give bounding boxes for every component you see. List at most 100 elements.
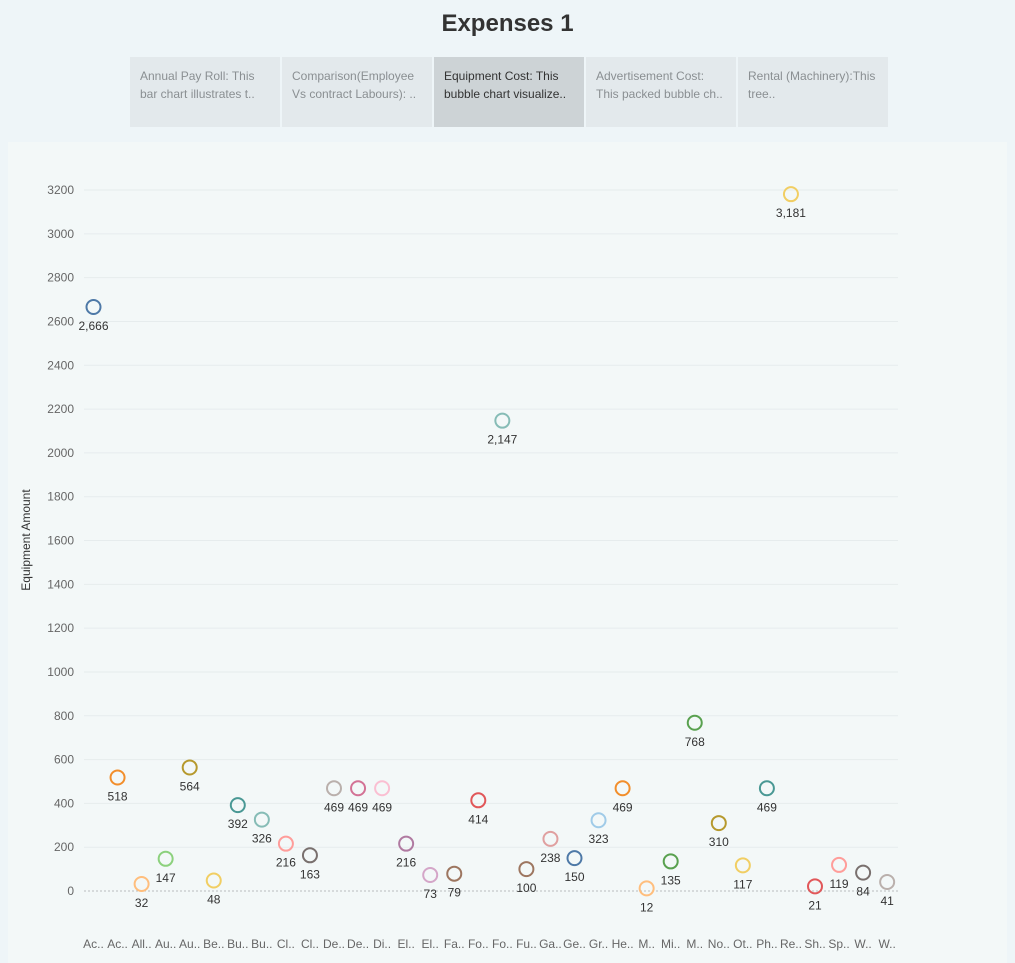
data-point[interactable] xyxy=(253,811,270,828)
x-tick-label: Fo.. xyxy=(468,937,489,951)
x-tick-label: Ac.. xyxy=(107,937,128,951)
x-tick-label: Ge.. xyxy=(563,937,586,951)
data-point[interactable] xyxy=(782,186,799,203)
data-point[interactable] xyxy=(446,865,463,882)
data-point[interactable] xyxy=(662,853,679,870)
tab-label: Equipment Cost: This bubble chart visual… xyxy=(444,69,567,101)
y-tick-label: 2800 xyxy=(47,271,74,285)
y-axis-ticks: 0 200 400 600 800 1000 1200 1400 1600 1800 2000 220… xyxy=(47,183,74,898)
data-point[interactable] xyxy=(614,780,631,797)
x-tick-label: W.. xyxy=(878,937,895,951)
tab-label: Comparison(Employee Vs contract Labours)… xyxy=(292,69,417,101)
data-point[interactable] xyxy=(590,812,607,829)
data-label: 12 xyxy=(640,900,654,914)
data-point[interactable] xyxy=(398,835,415,852)
data-label: 135 xyxy=(661,873,681,887)
data-point[interactable] xyxy=(205,872,222,889)
data-point[interactable] xyxy=(518,861,535,878)
x-tick-label: Gr.. xyxy=(589,937,608,951)
x-tick-label: Sh.. xyxy=(804,937,825,951)
x-tick-label: Sp.. xyxy=(828,937,849,951)
data-point[interactable] xyxy=(879,874,896,891)
data-point[interactable] xyxy=(157,850,174,867)
tab-comparison[interactable]: Comparison(Employee Vs contract Labours)… xyxy=(282,57,432,127)
y-tick-label: 800 xyxy=(54,709,74,723)
data-label: 469 xyxy=(757,800,777,814)
gridlines xyxy=(84,189,898,892)
data-point[interactable] xyxy=(807,878,823,895)
data-point[interactable] xyxy=(542,830,559,847)
y-tick-label: 200 xyxy=(54,840,74,854)
y-tick-label: 400 xyxy=(54,796,74,810)
data-point[interactable] xyxy=(109,769,126,786)
data-label: 2,147 xyxy=(487,433,517,447)
data-point[interactable] xyxy=(734,857,751,874)
data-label: 3,181 xyxy=(776,206,806,220)
data-point[interactable] xyxy=(326,780,342,797)
x-tick-label: All.. xyxy=(132,937,152,951)
data-point[interactable] xyxy=(566,850,583,867)
tab-rental-machinery[interactable]: Rental (Machinery):This tree.. xyxy=(738,57,888,127)
x-tick-label: Di.. xyxy=(373,937,391,951)
x-tick-label: Ot.. xyxy=(733,937,752,951)
x-tick-label: Mi.. xyxy=(661,937,680,951)
data-point[interactable] xyxy=(422,867,439,884)
y-tick-label: 2400 xyxy=(47,358,74,372)
x-tick-label: Au.. xyxy=(155,937,176,951)
x-tick-label: De.. xyxy=(323,937,345,951)
data-point[interactable] xyxy=(831,856,848,873)
x-axis-ticks: Ac.. Ac.. All.. Au.. Au.. Be.. Bu.. Bu.. Cl.. Cl.… xyxy=(83,937,896,951)
data-label: 469 xyxy=(613,800,633,814)
data-point[interactable] xyxy=(710,815,727,832)
data-point[interactable] xyxy=(374,780,391,797)
data-label: 150 xyxy=(564,870,584,884)
data-point[interactable] xyxy=(470,792,487,809)
y-tick-label: 600 xyxy=(54,753,74,767)
data-point[interactable] xyxy=(133,875,150,892)
story-tabs: Annual Pay Roll: This bar chart illustra… xyxy=(130,57,890,127)
data-label: 147 xyxy=(156,871,176,885)
tab-equipment-cost[interactable]: Equipment Cost: This bubble chart visual… xyxy=(434,57,584,127)
equipment-scatter-chart: 0 200 400 600 800 1000 1200 1400 1600 1800 2000 220… xyxy=(19,183,898,951)
x-tick-label: Cl.. xyxy=(301,937,319,951)
data-label: 238 xyxy=(540,851,560,865)
x-tick-label: El.. xyxy=(422,937,439,951)
x-tick-label: Au.. xyxy=(179,937,200,951)
data-point[interactable] xyxy=(229,797,246,814)
data-points: 2,666 518 32 147 564 48 392 326 216 163 469 469 469 2… xyxy=(78,186,896,914)
data-point[interactable] xyxy=(494,412,511,429)
data-label: 518 xyxy=(108,790,128,804)
y-tick-label: 1800 xyxy=(47,490,74,504)
data-point[interactable] xyxy=(686,714,703,731)
data-point[interactable] xyxy=(638,880,655,897)
data-point[interactable] xyxy=(301,847,318,864)
x-tick-label: Be.. xyxy=(203,937,224,951)
data-label: 326 xyxy=(252,832,272,846)
tab-annual-pay-roll[interactable]: Annual Pay Roll: This bar chart illustra… xyxy=(130,57,280,127)
y-tick-label: 1400 xyxy=(47,577,74,591)
x-tick-label: Re.. xyxy=(780,937,802,951)
data-label: 2,666 xyxy=(78,319,108,333)
data-point[interactable] xyxy=(181,759,198,776)
x-tick-label: Fa.. xyxy=(444,937,465,951)
data-label: 564 xyxy=(180,779,200,793)
data-point[interactable] xyxy=(277,835,294,852)
tab-advertisement-cost[interactable]: Advertisement Cost: This packed bubble c… xyxy=(586,57,736,127)
data-point[interactable] xyxy=(350,780,367,797)
x-tick-label: M.. xyxy=(686,937,703,951)
data-label: 469 xyxy=(372,800,392,814)
tab-label: Annual Pay Roll: This bar chart illustra… xyxy=(140,69,255,101)
y-tick-label: 3000 xyxy=(47,227,74,241)
data-label: 414 xyxy=(468,812,488,826)
y-tick-label: 2200 xyxy=(47,402,74,416)
data-label: 32 xyxy=(135,896,149,910)
data-point[interactable] xyxy=(85,298,102,315)
y-tick-label: 3200 xyxy=(47,183,74,197)
data-point[interactable] xyxy=(758,780,775,797)
data-label: 41 xyxy=(880,894,894,908)
x-tick-label: No.. xyxy=(708,937,730,951)
x-tick-label: Ac.. xyxy=(83,937,104,951)
x-tick-label: Bu.. xyxy=(227,937,248,951)
x-tick-label: Fo.. xyxy=(492,937,513,951)
data-point[interactable] xyxy=(855,864,872,881)
